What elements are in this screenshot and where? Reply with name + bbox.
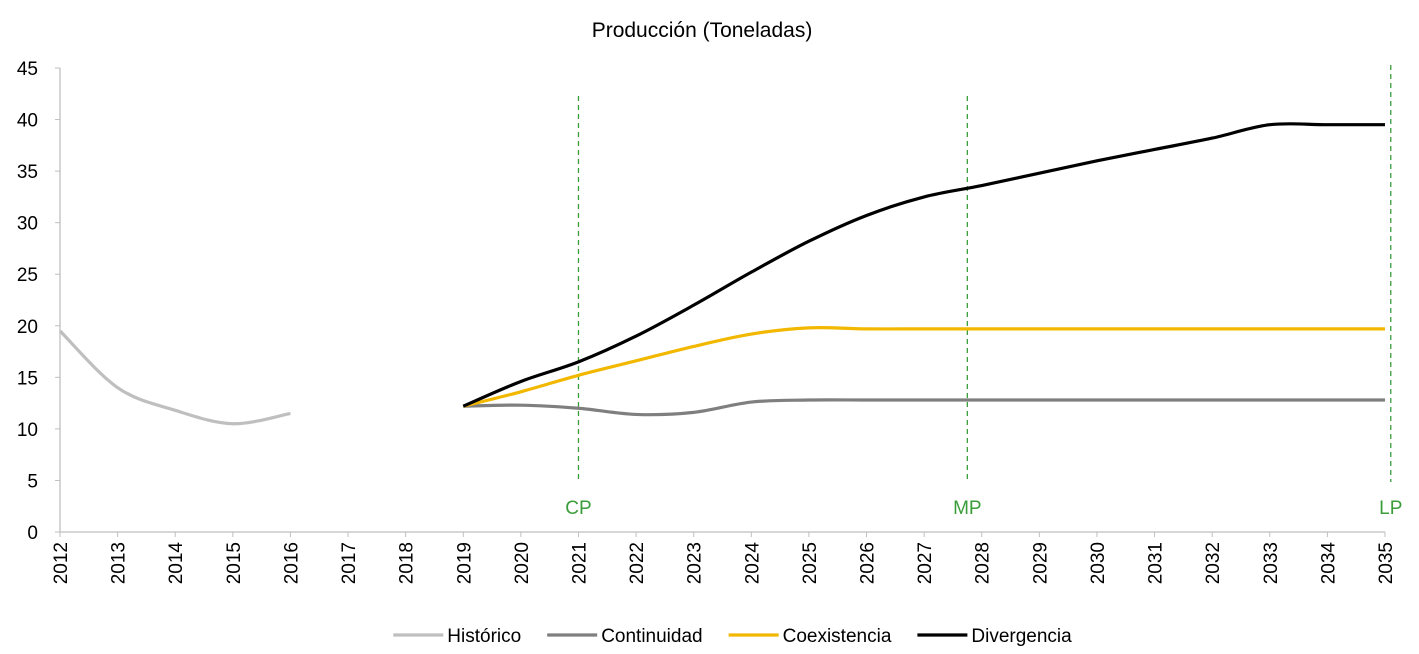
legend-label: Histórico [447, 626, 521, 647]
legend-label: Continuidad [601, 626, 702, 647]
x-tick-label: 2015 [224, 542, 245, 584]
y-tick-label: 25 [17, 265, 38, 286]
x-tick-label: 2028 [973, 542, 994, 584]
x-tick-label: 2030 [1088, 542, 1109, 584]
legend-label: Coexistencia [783, 626, 892, 647]
x-tick-label: 2016 [281, 542, 302, 584]
y-tick-label: 45 [17, 59, 38, 80]
x-tick-label: 2033 [1261, 542, 1282, 584]
x-tick-label: 2017 [339, 542, 360, 584]
series-line [462, 326, 1385, 408]
y-tick-label: 10 [17, 420, 38, 441]
x-tick-label: 2021 [569, 542, 590, 584]
x-tick-label: 2034 [1318, 542, 1339, 585]
x-tick-label: 2020 [512, 542, 533, 584]
x-tick-label: 2035 [1376, 542, 1397, 584]
legend-item: Coexistencia [728, 626, 892, 647]
x-tick-label: 2023 [685, 542, 706, 584]
x-tick-label: 2026 [858, 542, 879, 584]
annotation-label: CP [565, 498, 591, 519]
y-tick-label: 40 [17, 111, 38, 132]
legend: Histórico Continuidad Coexistencia Divergen… [393, 626, 1072, 647]
x-tick-label: 2032 [1203, 542, 1224, 584]
y-tick-label: 35 [17, 162, 38, 183]
y-tick-label: 30 [17, 214, 38, 235]
annotation-label: LP [1379, 498, 1402, 519]
x-tick-label: 2031 [1146, 542, 1167, 584]
series-line [58, 329, 291, 426]
legend-item: Divergencia [917, 626, 1072, 647]
annotation-label: MP [953, 498, 982, 519]
legend-item: Continuidad [547, 626, 703, 647]
x-tick-label: 2029 [1030, 542, 1051, 584]
x-tick-label: 2013 [109, 542, 130, 584]
x-tick-label: 2018 [397, 542, 418, 584]
x-tick-label: 2012 [51, 542, 72, 584]
series-line [462, 122, 1385, 408]
x-tick-label: 2022 [627, 542, 648, 584]
x-tick-label: 2014 [166, 542, 187, 585]
y-tick-label: 0 [27, 523, 38, 544]
x-tick-label: 2024 [742, 542, 763, 585]
legend-label: Divergencia [971, 626, 1072, 647]
chart-title: Producción (Toneladas) [592, 19, 813, 42]
y-tick-label: 15 [17, 368, 38, 389]
y-tick-label: 5 [27, 471, 38, 492]
y-tick-label: 20 [17, 317, 38, 338]
series-line [463, 398, 1385, 417]
x-tick-label: 2025 [800, 542, 821, 584]
legend-item: Histórico [393, 626, 521, 647]
x-tick-label: 2027 [915, 542, 936, 584]
x-tick-label: 2019 [454, 542, 475, 584]
